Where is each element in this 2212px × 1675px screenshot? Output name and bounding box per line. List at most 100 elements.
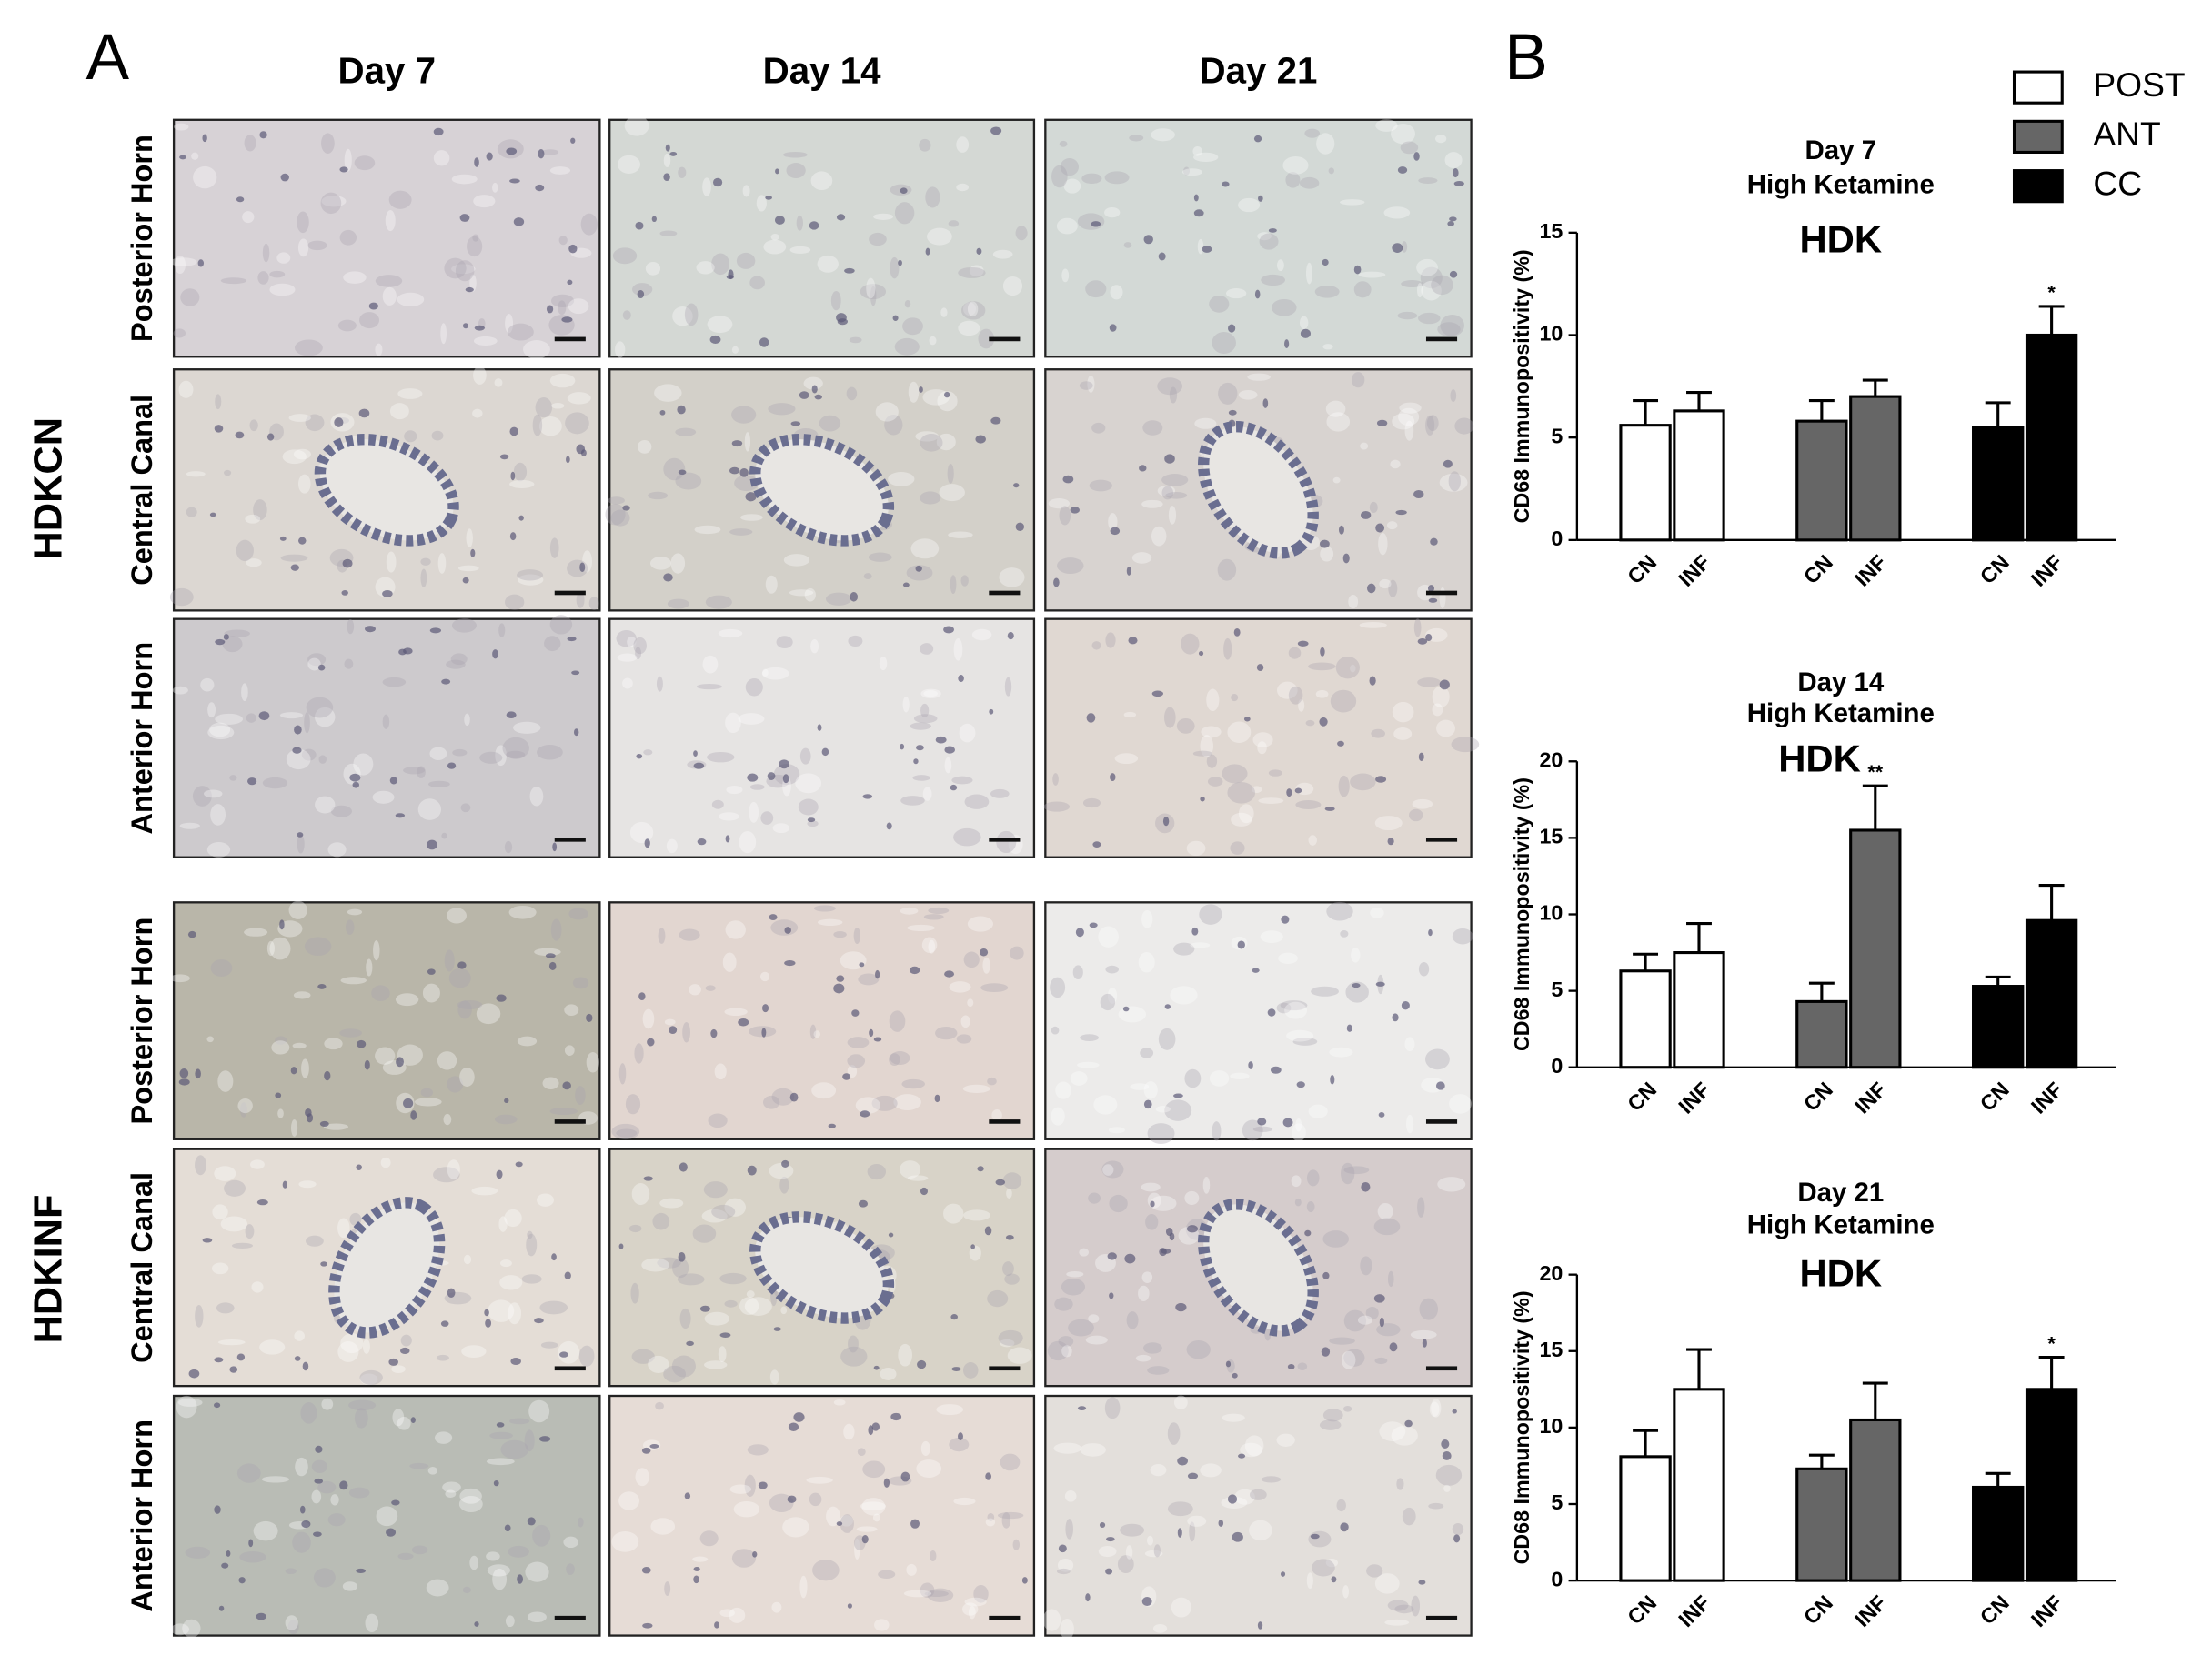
nucleus <box>320 1261 327 1267</box>
panel-label: A <box>85 21 129 94</box>
texture <box>464 713 470 727</box>
texture <box>487 1564 510 1577</box>
texture <box>217 1070 234 1092</box>
texture <box>1285 172 1301 188</box>
texture <box>830 290 841 311</box>
nucleus <box>1077 1406 1087 1411</box>
nucleus <box>1252 968 1260 973</box>
texture <box>789 246 811 254</box>
texture <box>1093 1095 1118 1115</box>
texture <box>397 1552 414 1560</box>
bar <box>1972 426 2025 542</box>
texture <box>618 1491 640 1510</box>
scale-bar <box>989 1119 1021 1124</box>
nucleus <box>836 313 847 323</box>
nucleus <box>1015 522 1025 531</box>
texture <box>389 403 409 420</box>
texture <box>513 721 541 734</box>
nucleus <box>861 1534 869 1544</box>
texture <box>200 677 215 692</box>
nucleus <box>759 337 769 347</box>
texture <box>1098 1545 1117 1558</box>
nucleus <box>697 838 707 846</box>
texture <box>446 659 466 669</box>
texture <box>1085 280 1107 298</box>
texture <box>804 587 816 602</box>
nucleus <box>299 1505 306 1514</box>
nucleus <box>958 675 964 682</box>
nucleus <box>474 325 486 331</box>
nucleus <box>1227 1494 1238 1504</box>
texture <box>528 1399 550 1423</box>
texture <box>262 777 288 789</box>
texture <box>575 1086 586 1105</box>
texture <box>525 1561 549 1582</box>
texture <box>936 1404 963 1416</box>
texture <box>789 589 814 597</box>
nucleus <box>1070 507 1081 514</box>
texture <box>923 690 938 697</box>
texture <box>1341 1162 1355 1185</box>
texture <box>1193 152 1219 163</box>
texture <box>1308 662 1336 671</box>
texture <box>1077 1061 1100 1068</box>
nucleus <box>1007 632 1014 640</box>
texture <box>206 841 231 858</box>
texture <box>856 1526 878 1532</box>
nucleus <box>486 152 493 161</box>
texture <box>840 1515 853 1527</box>
nucleus <box>341 590 348 596</box>
texture <box>292 1042 307 1049</box>
texture <box>1425 415 1435 436</box>
texture <box>388 190 412 209</box>
texture <box>447 1159 460 1179</box>
texture <box>1247 373 1271 381</box>
texture <box>224 629 250 638</box>
texture <box>1206 754 1218 768</box>
texture <box>605 503 626 526</box>
texture <box>1238 197 1261 213</box>
texture <box>537 1193 554 1207</box>
texture <box>417 766 426 778</box>
texture <box>467 236 483 257</box>
nucleus <box>665 144 670 152</box>
texture <box>426 1579 449 1597</box>
texture <box>1240 1442 1262 1458</box>
texture <box>508 905 537 919</box>
texture <box>659 230 678 236</box>
texture <box>1325 400 1346 417</box>
texture <box>857 1448 866 1456</box>
texture <box>314 707 336 727</box>
texture <box>906 1563 917 1576</box>
nucleus <box>1340 1522 1349 1532</box>
texture <box>534 948 561 957</box>
texture <box>906 565 933 581</box>
texture <box>429 747 447 761</box>
nucleus <box>566 456 570 464</box>
texture <box>744 1297 772 1316</box>
texture <box>910 722 931 730</box>
texture <box>307 240 327 251</box>
texture <box>915 431 940 442</box>
texture <box>347 908 363 916</box>
texture <box>1404 420 1414 441</box>
texture <box>457 999 483 1009</box>
texture <box>809 1024 817 1039</box>
texture <box>1306 1201 1315 1213</box>
nucleus <box>256 1612 266 1620</box>
bar <box>1673 1388 1725 1582</box>
nucleus <box>663 573 673 582</box>
nucleus <box>576 444 586 455</box>
texture <box>1419 1298 1438 1320</box>
texture <box>498 623 506 637</box>
texture <box>365 1613 379 1633</box>
texture <box>1142 1342 1162 1354</box>
nucleus <box>567 279 573 286</box>
nucleus <box>179 1068 189 1078</box>
texture <box>301 1058 309 1078</box>
texture <box>1386 521 1398 530</box>
texture <box>437 553 447 574</box>
nucleus <box>282 1180 287 1189</box>
texture <box>610 509 630 527</box>
texture <box>1338 775 1350 797</box>
